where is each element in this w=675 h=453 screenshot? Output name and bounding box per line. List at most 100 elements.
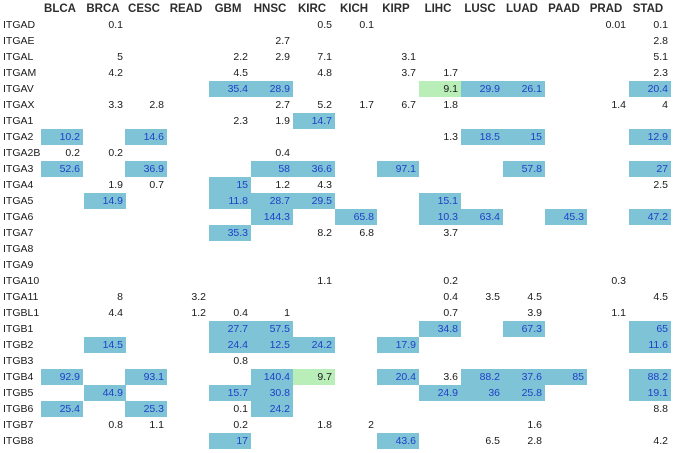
row-label-itgal: ITGAL (3, 50, 34, 63)
row-label-itgav: ITGAV (3, 82, 34, 95)
row-label-itgb2: ITGB2 (3, 338, 34, 351)
cell-itgb6-stad: 8.8 (653, 402, 668, 415)
cell-itgbl1-luad: 3.9 (527, 306, 542, 319)
cell-itgb4-lihc: 3.6 (443, 370, 458, 383)
row-label-itgb5: ITGB5 (3, 386, 34, 399)
cell-itgax-prad: 1.4 (611, 98, 626, 111)
cell-itgal-brca: 5 (117, 50, 123, 63)
cell-itga2-blca: 10.2 (41, 128, 83, 145)
cell-itga3-hnsc: 58 (251, 160, 293, 177)
row-label-itgb3: ITGB3 (3, 354, 34, 367)
column-header-brca: BRCA (86, 3, 120, 15)
cell-itgb4-cesc: 93.1 (125, 368, 167, 385)
cell-itgb7-brca: 0.8 (108, 418, 123, 431)
column-header-cesc: CESC (128, 3, 160, 15)
cell-itgad-kirc: 0.5 (317, 18, 332, 31)
cell-itga4-kirc: 4.3 (317, 178, 332, 191)
cell-itgav-luad: 26.1 (503, 80, 545, 97)
row-label-itga2: ITGA2 (3, 130, 34, 143)
cell-itga10-kirc: 1.1 (317, 274, 332, 287)
cell-itgb5-luad: 25.8 (503, 384, 545, 401)
cell-itga2-lihc: 1.3 (443, 130, 458, 143)
column-header-lusc: LUSC (464, 3, 496, 15)
column-header-stad: STAD (632, 3, 664, 15)
cell-itga4-cesc: 0.7 (149, 178, 164, 191)
cell-itga11-lihc: 0.4 (443, 290, 458, 303)
cell-itgb6-gbm: 0.1 (233, 402, 248, 415)
row-label-itga6: ITGA6 (3, 210, 34, 223)
cell-itgb7-kirc: 1.8 (317, 418, 332, 431)
cell-itgb5-brca: 44.9 (84, 384, 126, 401)
cell-itgad-stad: 0.1 (653, 18, 668, 31)
row-label-itga11: ITGA11 (3, 290, 39, 303)
cell-itgb1-luad: 67.3 (503, 320, 545, 337)
cell-itgb2-brca: 14.5 (84, 336, 126, 353)
cell-itgam-brca: 4.2 (108, 66, 123, 79)
cell-itga3-luad: 57.8 (503, 160, 545, 177)
column-header-paad: PAAD (548, 3, 580, 15)
row-label-itga3: ITGA3 (3, 162, 34, 175)
row-label-itga1: ITGA1 (3, 114, 34, 127)
cell-itgb5-gbm: 15.7 (209, 384, 251, 401)
cell-itgb8-gbm: 17 (209, 432, 251, 449)
cell-itgb5-lusc: 36 (461, 384, 503, 401)
row-label-itgax: ITGAX (3, 98, 35, 111)
cell-itgav-hnsc: 28.9 (251, 80, 293, 97)
cell-itgae-hnsc: 2.7 (275, 34, 290, 47)
cell-itga2-cesc: 14.6 (125, 128, 167, 145)
cell-itga2-stad: 12.9 (629, 128, 671, 145)
cell-itga11-read: 3.2 (191, 290, 206, 303)
column-header-read: READ (169, 3, 203, 15)
cell-itgb4-hnsc: 140.4 (251, 368, 293, 385)
cell-itgb2-kirc: 24.2 (293, 336, 335, 353)
cell-itga2b-hnsc: 0.4 (275, 146, 290, 159)
cell-itga2-lusc: 18.5 (461, 128, 503, 145)
cell-itga2b-brca: 0.2 (108, 146, 123, 159)
cell-itga2-luad: 15 (503, 128, 545, 145)
cell-itgam-lihc: 1.7 (443, 66, 458, 79)
cell-itga11-stad: 4.5 (653, 290, 668, 303)
row-label-itga5: ITGA5 (3, 194, 34, 207)
cell-itga6-paad: 45.3 (545, 208, 587, 225)
cell-itga10-lihc: 0.2 (443, 274, 458, 287)
cell-itgax-cesc: 2.8 (149, 98, 164, 111)
cell-itgb4-luad: 37.6 (503, 368, 545, 385)
cell-itgb5-stad: 19.1 (629, 384, 671, 401)
row-label-itga2b: ITGA2B (3, 146, 41, 159)
cell-itgb7-kich: 2 (368, 418, 374, 431)
cell-itgax-kirc: 5.2 (317, 98, 332, 111)
cell-itgb8-luad: 2.8 (527, 434, 542, 447)
cell-itgal-gbm: 2.2 (233, 50, 248, 63)
column-header-hnsc: HNSC (253, 3, 287, 15)
cell-itgbl1-gbm: 0.4 (233, 306, 248, 319)
row-label-itgae: ITGAE (3, 34, 35, 47)
cell-itgb4-paad: 85 (545, 368, 587, 385)
row-label-itgbl1: ITGBL1 (3, 306, 40, 319)
cell-itgb7-cesc: 1.1 (149, 418, 164, 431)
cell-itga6-stad: 47.2 (629, 208, 671, 225)
cell-itgam-stad: 2.3 (653, 66, 668, 79)
column-header-kirp: KIRP (382, 3, 410, 15)
cell-itgb4-stad: 88.2 (629, 368, 671, 385)
cell-itga3-cesc: 36.9 (125, 160, 167, 177)
cell-itga4-hnsc: 1.2 (275, 178, 290, 191)
cell-itgb2-gbm: 24.4 (209, 336, 251, 353)
column-header-prad: PRAD (589, 3, 623, 15)
cell-itgav-stad: 20.4 (629, 80, 671, 97)
cell-itgb4-lusc: 88.2 (461, 368, 503, 385)
cell-itga6-lihc: 10.3 (419, 208, 461, 225)
cell-itga3-kirc: 36.6 (293, 160, 335, 177)
cell-itgbl1-lihc: 0.7 (443, 306, 458, 319)
cell-itga6-hnsc: 144.3 (251, 208, 293, 225)
cell-itgal-kirp: 3.1 (401, 50, 416, 63)
cell-itgbl1-hnsc: 1 (284, 306, 290, 319)
row-label-itga8: ITGA8 (3, 242, 34, 255)
cell-itga3-kirp: 97.1 (377, 160, 419, 177)
cell-itgam-kirp: 3.7 (401, 66, 416, 79)
cell-itga3-blca: 52.6 (41, 160, 83, 177)
column-header-gbm: GBM (214, 3, 242, 15)
cell-itga5-brca: 14.9 (84, 192, 126, 209)
row-label-itga4: ITGA4 (3, 178, 34, 191)
cell-itga11-lusc: 3.5 (485, 290, 500, 303)
